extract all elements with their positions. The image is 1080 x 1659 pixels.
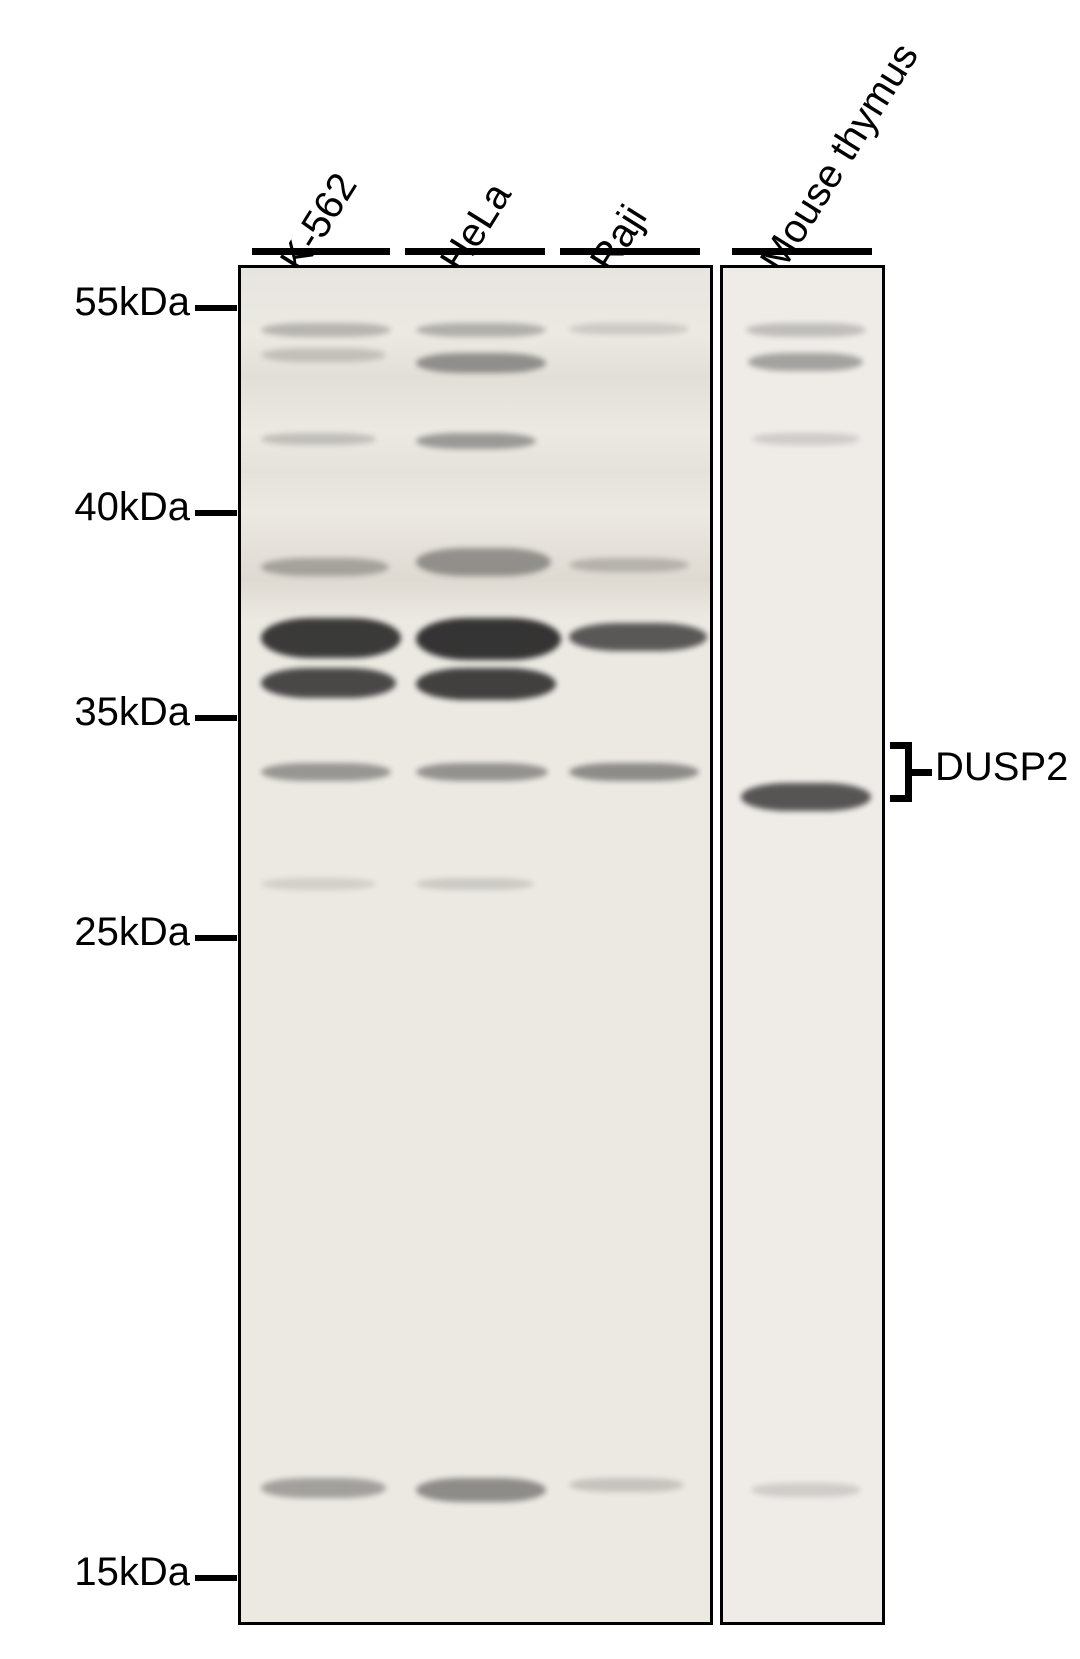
lane-underline xyxy=(405,248,545,255)
band xyxy=(751,1483,861,1497)
band xyxy=(741,783,871,811)
band xyxy=(261,558,389,576)
target-bracket xyxy=(890,742,925,802)
band xyxy=(261,323,391,337)
band xyxy=(752,433,860,445)
mw-label: 55kDa xyxy=(74,280,190,325)
mw-tick xyxy=(195,935,237,941)
band xyxy=(416,763,548,781)
mw-tick xyxy=(195,510,237,516)
western-blot-figure: 55kDa40kDa35kDa25kDa15kDa K-562HeLaRajiM… xyxy=(0,0,1080,1659)
lane-label: Mouse thymus xyxy=(752,36,928,280)
band xyxy=(569,323,689,335)
band xyxy=(261,668,396,698)
band xyxy=(569,558,689,572)
band xyxy=(569,763,699,781)
mw-label: 25kDa xyxy=(74,910,190,955)
band xyxy=(261,348,386,362)
band xyxy=(416,433,536,449)
band xyxy=(416,668,556,700)
mw-label: 40kDa xyxy=(74,485,190,530)
band xyxy=(416,618,561,660)
band xyxy=(416,878,534,890)
band xyxy=(416,1478,546,1502)
band xyxy=(416,548,551,576)
band xyxy=(261,763,391,781)
band xyxy=(569,1478,684,1492)
blot-panel-left xyxy=(238,265,713,1625)
blot-panel-right xyxy=(720,265,885,1625)
band xyxy=(261,878,376,890)
lane-underline xyxy=(732,248,872,255)
band xyxy=(261,618,401,658)
band xyxy=(416,353,546,373)
target-protein-label: DUSP2 xyxy=(935,745,1068,790)
band xyxy=(748,353,863,371)
lane-underline xyxy=(252,248,390,255)
mw-label: 35kDa xyxy=(74,690,190,735)
band xyxy=(261,1478,386,1498)
band xyxy=(746,323,866,337)
lane-label: K-562 xyxy=(272,166,367,280)
mw-tick xyxy=(195,305,237,311)
lane-underline xyxy=(560,248,700,255)
band xyxy=(261,433,376,445)
band xyxy=(569,623,707,651)
mw-label: 15kDa xyxy=(74,1550,190,1595)
mw-tick xyxy=(195,1575,237,1581)
band xyxy=(416,323,546,337)
mw-tick xyxy=(195,715,237,721)
